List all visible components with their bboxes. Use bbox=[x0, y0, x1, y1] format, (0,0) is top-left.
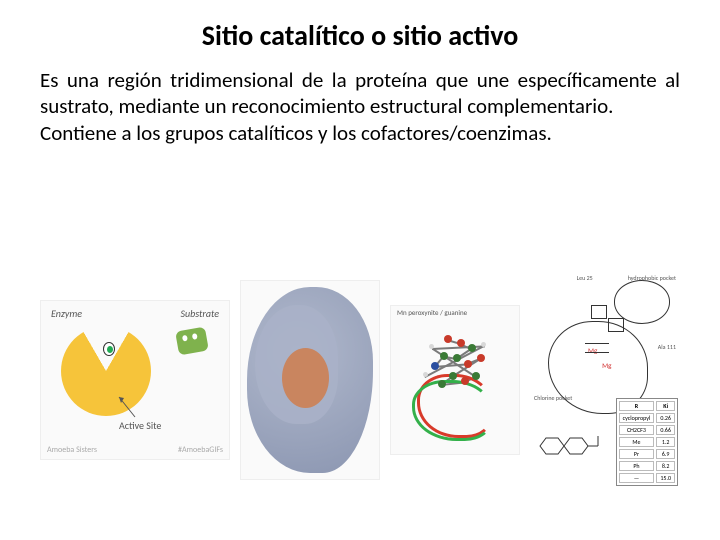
table-cell: 8.2 bbox=[656, 461, 675, 471]
table-cell: Ph bbox=[619, 461, 655, 471]
slide: Sitio catalítico o sitio activo Es una r… bbox=[0, 0, 720, 540]
ion-label: Mg bbox=[588, 346, 597, 355]
substrate-eye-icon bbox=[182, 335, 188, 342]
substrate-eye-icon bbox=[192, 333, 198, 340]
ring-icon bbox=[608, 318, 624, 332]
ring-icon bbox=[591, 305, 607, 319]
table-row: Me1.2 bbox=[619, 437, 675, 447]
table-header: Ki bbox=[656, 401, 675, 411]
ion-label: Mg bbox=[602, 361, 611, 370]
table-row: Pr6.9 bbox=[619, 449, 675, 459]
figure-protein-surface bbox=[240, 280, 380, 480]
table-cell: Me bbox=[619, 437, 655, 447]
residue-label: Leu 25 bbox=[577, 274, 593, 282]
credit-label: Amoeba Sisters bbox=[47, 445, 97, 455]
table-cell: Pr bbox=[619, 449, 655, 459]
residue-label: Ala 111 bbox=[658, 343, 676, 351]
ribbon-icon bbox=[412, 380, 493, 441]
figure-ball-stick: Mn peroxynite / guanine bbox=[390, 305, 520, 455]
table-cell: 1.2 bbox=[656, 437, 675, 447]
arrow-icon bbox=[115, 393, 143, 421]
table-row: Ph8.2 bbox=[619, 461, 675, 471]
atom-icon bbox=[438, 380, 446, 388]
figure-row: Enzyme Substrate Active Site Amoeba Sist… bbox=[40, 250, 680, 510]
chem-structure-icon bbox=[534, 428, 604, 464]
table-cell: 0.66 bbox=[656, 425, 675, 435]
figure-schematic: hydrophobic pocket Leu 25 Ala 111 Chlori… bbox=[530, 270, 680, 490]
ki-table: R Ki cyclopropyl0.26CH2CF30.66Me1.2Pr6.9… bbox=[616, 398, 678, 486]
substrate-label: Substrate bbox=[181, 307, 219, 320]
protein-core-icon bbox=[282, 348, 329, 407]
table-cell: — bbox=[619, 473, 655, 483]
table-header: R bbox=[619, 401, 655, 411]
atom-icon bbox=[423, 372, 428, 377]
bond-icon bbox=[585, 343, 609, 344]
substrate-icon bbox=[175, 327, 209, 356]
bond-icon bbox=[585, 352, 609, 353]
figure-enzyme-cartoon: Enzyme Substrate Active Site Amoeba Sist… bbox=[40, 300, 230, 460]
table-row: CH2CF30.66 bbox=[619, 425, 675, 435]
table-cell: 15.0 bbox=[656, 473, 675, 483]
table-row: cyclopropyl0.26 bbox=[619, 413, 675, 423]
table-cell: 0.26 bbox=[656, 413, 675, 423]
atom-icon bbox=[453, 354, 461, 362]
eye-icon bbox=[103, 342, 115, 356]
atom-icon bbox=[481, 342, 486, 347]
body-paragraph: Es una región tridimensional de la prote… bbox=[40, 67, 680, 146]
atom-icon bbox=[440, 352, 448, 360]
table-cell: 6.9 bbox=[656, 449, 675, 459]
atom-icon bbox=[477, 354, 485, 362]
table-row: —15.0 bbox=[619, 473, 675, 483]
atom-icon bbox=[464, 360, 472, 368]
slide-title: Sitio catalítico o sitio activo bbox=[40, 18, 680, 53]
atom-icon bbox=[449, 372, 457, 380]
hashtag-label: #AmoebaGIFs bbox=[178, 445, 223, 455]
table-cell: cyclopropyl bbox=[619, 413, 655, 423]
table-cell: CH2CF3 bbox=[619, 425, 655, 435]
table-body: cyclopropyl0.26CH2CF30.66Me1.2Pr6.9Ph8.2… bbox=[619, 413, 675, 483]
molecule-icon bbox=[401, 316, 509, 444]
pocket-label: hydrophobic pocket bbox=[628, 274, 676, 282]
atom-icon bbox=[472, 372, 480, 380]
enzyme-label: Enzyme bbox=[51, 307, 82, 320]
